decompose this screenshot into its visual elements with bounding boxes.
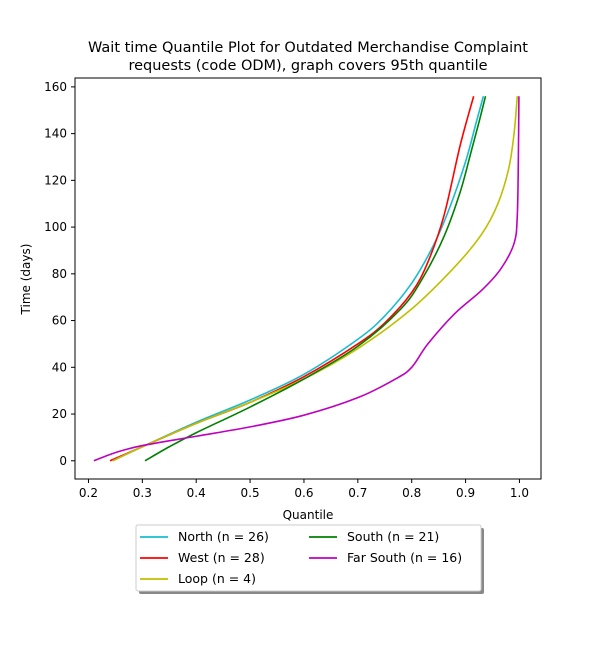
series-line-0 [112, 96, 485, 462]
x-tick-label: 0.3 [133, 486, 152, 500]
y-axis-label: Time (days) [19, 244, 33, 316]
chart-title-line: requests (code ODM), graph covers 95th q… [128, 58, 487, 74]
legend-item: Loop (n = 4) [140, 571, 256, 586]
x-tick-label: 0.8 [402, 486, 421, 500]
x-tick-label: 1.0 [510, 486, 529, 500]
y-tick-label: 60 [52, 314, 67, 328]
series-line-4 [93, 96, 520, 462]
plot-area [74, 77, 542, 480]
series-line-2 [112, 96, 519, 462]
y-tick-label: 100 [44, 220, 67, 234]
x-tick-label: 0.9 [456, 486, 475, 500]
legend: North (n = 26) West (n = 28) Loop (n = 4) S… [135, 524, 484, 594]
legend-item: North (n = 26) [140, 529, 269, 544]
y-tick-label: 0 [59, 454, 67, 468]
x-tick-label: 0.2 [79, 486, 98, 500]
x-tick-label: 0.4 [187, 486, 206, 500]
legend-item: West (n = 28) [140, 550, 265, 565]
legend-label: West (n = 28) [178, 550, 265, 565]
y-tick-label: 80 [52, 267, 67, 281]
x-axis: 0.2 0.3 0.4 0.5 0.6 0.7 0.8 0.9 1.0 [79, 479, 529, 500]
y-tick-label: 20 [52, 407, 67, 421]
x-axis-label: Quantile [283, 508, 334, 522]
y-tick-label: 40 [52, 360, 67, 374]
legend-box [135, 524, 482, 592]
legend-label: South (n = 21) [347, 529, 439, 544]
chart-title-line: Wait time Quantile Plot for Outdated Mer… [88, 40, 528, 56]
legend-label: Loop (n = 4) [178, 571, 256, 586]
series-line-1 [109, 96, 475, 462]
x-tick-label: 0.5 [241, 486, 260, 500]
legend-label: North (n = 26) [178, 529, 269, 544]
series-line-3 [144, 96, 487, 462]
y-tick-label: 140 [44, 127, 67, 141]
plot-frame [74, 77, 542, 480]
x-tick-label: 0.7 [348, 486, 367, 500]
y-axis: 0 20 40 60 80 100 120 140 160 [44, 80, 75, 468]
x-tick-label: 0.6 [294, 486, 313, 500]
legend-item: Far South (n = 16) [309, 550, 462, 565]
y-tick-label: 160 [44, 80, 67, 94]
legend-item: South (n = 21) [309, 529, 439, 544]
chart-title: Wait time Quantile Plot for Outdated Mer… [88, 40, 528, 74]
legend-label: Far South (n = 16) [347, 550, 462, 565]
y-tick-label: 120 [44, 173, 67, 187]
